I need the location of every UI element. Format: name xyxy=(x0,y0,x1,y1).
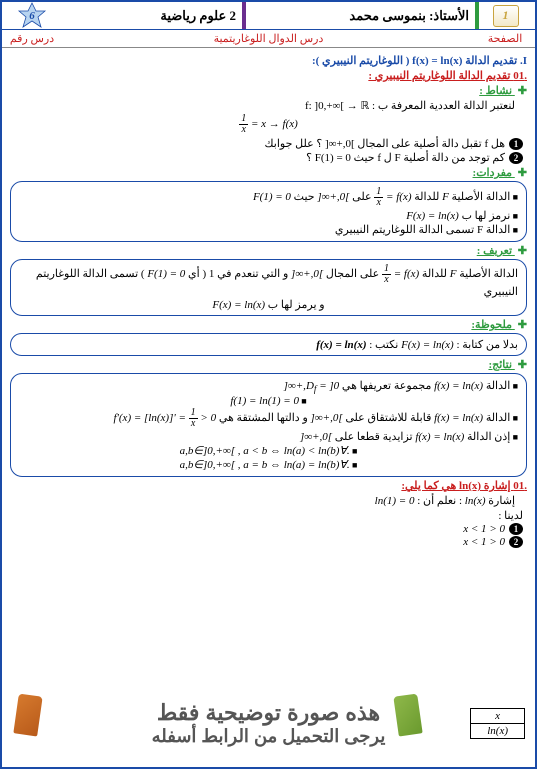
lesson-number: 6 xyxy=(29,10,35,22)
content-area: I. تقديم الدالة f(x) = ln(x) ( اللوغاريت… xyxy=(2,48,535,553)
activity-formula: x → f(x) = 1x xyxy=(10,114,527,135)
question-1: 1 هل f تقبل دالة أصلية على المجال ]0,+∞[… xyxy=(10,137,523,150)
star-badge: 6 xyxy=(16,2,48,30)
results-text: نتائج: xyxy=(488,359,512,371)
section-heading: I. تقديم الدالة f(x) = ln(x) ( اللوغاريت… xyxy=(10,54,527,67)
result-item: .∀a,b∈]0,+∞[ , a < b ⇔ ln(a) < ln(b) xyxy=(19,444,518,457)
results-label: ✚ نتائج: xyxy=(10,358,527,371)
sub-page-label: الصفحة xyxy=(475,30,535,47)
brand-logo-green xyxy=(393,694,422,737)
vocab-box: الدالة الأصلية F للدالة f(x) = 1x على ]0… xyxy=(10,181,527,242)
activity-line-1: لنعتبر الدالة العددية المعرفة ب : f: ]0,… xyxy=(10,99,515,112)
q1-text: هل f تقبل دالة أصلية على المجال ]0,+∞[ ؟… xyxy=(265,137,506,150)
results-list: الدالة f(x) = ln(x) مجموعة تعريفها هي Df… xyxy=(19,379,518,471)
q1-badge: 1 xyxy=(509,138,523,150)
have-label-row: لدينا : xyxy=(10,509,523,522)
def-text: تعريف : xyxy=(477,245,512,257)
page-badge-cell: 1 xyxy=(475,2,535,29)
green-stripe xyxy=(475,2,479,29)
cross-icon: ✚ xyxy=(518,84,527,97)
def-line-1: الدالة الأصلية F للدالة f(x) = 1x على ال… xyxy=(19,264,518,298)
result-item: f(1) = ln(1) = 0 xyxy=(19,395,518,407)
teacher-name: الأستاذ: بنموسى محمد xyxy=(349,8,469,24)
have-2: 2 0 < x < 1 xyxy=(10,536,523,548)
sign-table: x ln(x) xyxy=(470,708,525,739)
note-label: ✚ ملحوظة: xyxy=(10,318,527,331)
cross-icon: ✚ xyxy=(518,166,527,179)
definition-label: ✚ تعريف : xyxy=(10,244,527,257)
sign-line: إشارة ln(x) : نعلم أن : ln(1) = 0 xyxy=(10,494,515,507)
activity-label: ✚ نشاط : xyxy=(10,84,527,97)
vocab-list: الدالة الأصلية F للدالة f(x) = 1x على ]0… xyxy=(19,187,518,236)
subject-cell: 2 علوم رياضية xyxy=(62,2,242,29)
vocab-item: نرمز لها ب F(x) = ln(x) xyxy=(19,209,518,222)
cross-icon: ✚ xyxy=(518,244,527,257)
purple-stripe xyxy=(242,2,246,29)
have2-badge: 2 xyxy=(509,536,523,548)
vocab-text: مفردات: xyxy=(473,167,513,179)
have1-badge: 1 xyxy=(509,523,523,535)
definition-box: الدالة الأصلية F للدالة f(x) = 1x على ال… xyxy=(10,259,527,316)
page-number-badge: 1 xyxy=(493,5,519,27)
have1-text: 0 < x < 1 xyxy=(463,523,505,535)
q2-text: كم توجد من دالة أصلية F ل f حيث F(1) = 0… xyxy=(306,151,505,164)
result-item: الدالة f(x) = ln(x) مجموعة تعريفها هي Df… xyxy=(19,379,518,394)
cross-icon: ✚ xyxy=(518,318,527,331)
question-2: 2 كم توجد من دالة أصلية F ل f حيث F(1) =… xyxy=(10,151,523,164)
vocab-label: ✚ مفردات: xyxy=(10,166,527,179)
table-cell-x: x xyxy=(471,709,525,724)
header-bar: 1 الأستاذ: بنموسى محمد 2 علوم رياضية 6 xyxy=(2,2,535,30)
sub-header: الصفحة درس الدوال اللوغاريتمية درس رقم xyxy=(2,30,535,48)
vocab-item: الدالة الأصلية F للدالة f(x) = 1x على ]0… xyxy=(19,187,518,208)
subsection-01: .01 تقديم الدالة اللوغاريتم النيبيري : xyxy=(10,69,527,82)
brand-logo-orange xyxy=(13,694,42,737)
subsection-01b: .01 إشارة ln(x) هي كما يلي: xyxy=(10,479,527,492)
watermark-line-2: يرجى التحميل من الرابط أسفله xyxy=(2,726,535,747)
result-item: الدالة f(x) = ln(x) قابلة للاشتقاق على ]… xyxy=(19,408,518,429)
results-box: الدالة f(x) = ln(x) مجموعة تعريفها هي Df… xyxy=(10,373,527,477)
star-cell: 6 xyxy=(2,2,62,29)
result-item: إذن الدالة f(x) = ln(x) تزايدية قطعا على… xyxy=(19,430,518,443)
subject-label: 2 علوم رياضية xyxy=(160,8,236,24)
def-line-2: و يرمز لها ب F(x) = ln(x) xyxy=(19,298,518,311)
teacher-cell: الأستاذ: بنموسى محمد xyxy=(242,2,475,29)
note-line: بدلا من كتابة : F(x) = ln(x) نكتب : f(x)… xyxy=(19,338,518,351)
note-box: بدلا من كتابة : F(x) = ln(x) نكتب : f(x)… xyxy=(10,333,527,356)
have-label: لدينا : xyxy=(498,509,523,522)
note-text: ملحوظة: xyxy=(471,319,512,331)
q2-badge: 2 xyxy=(509,152,523,164)
table-cell-lnx: ln(x) xyxy=(471,724,525,739)
have2-text: 0 < x < 1 xyxy=(463,536,505,548)
lesson-title: درس الدوال اللوغاريتمية xyxy=(62,30,475,47)
watermark: هذه صورة توضيحية فقط يرجى التحميل من الر… xyxy=(2,700,535,747)
cross-icon: ✚ xyxy=(518,358,527,371)
vocab-item: الدالة F تسمى الدالة اللوغاريتم النيبيري xyxy=(19,223,518,236)
page-frame: 1 الأستاذ: بنموسى محمد 2 علوم رياضية 6 ا… xyxy=(0,0,537,769)
watermark-line-1: هذه صورة توضيحية فقط xyxy=(2,700,535,726)
have-1: 1 0 < x < 1 xyxy=(10,523,523,535)
activity-text: نشاط : xyxy=(479,85,512,97)
result-item: .∀a,b∈]0,+∞[ , a = b ⇔ ln(a) = ln(b) xyxy=(19,458,518,471)
sub-lesson-label: درس رقم xyxy=(2,30,62,47)
